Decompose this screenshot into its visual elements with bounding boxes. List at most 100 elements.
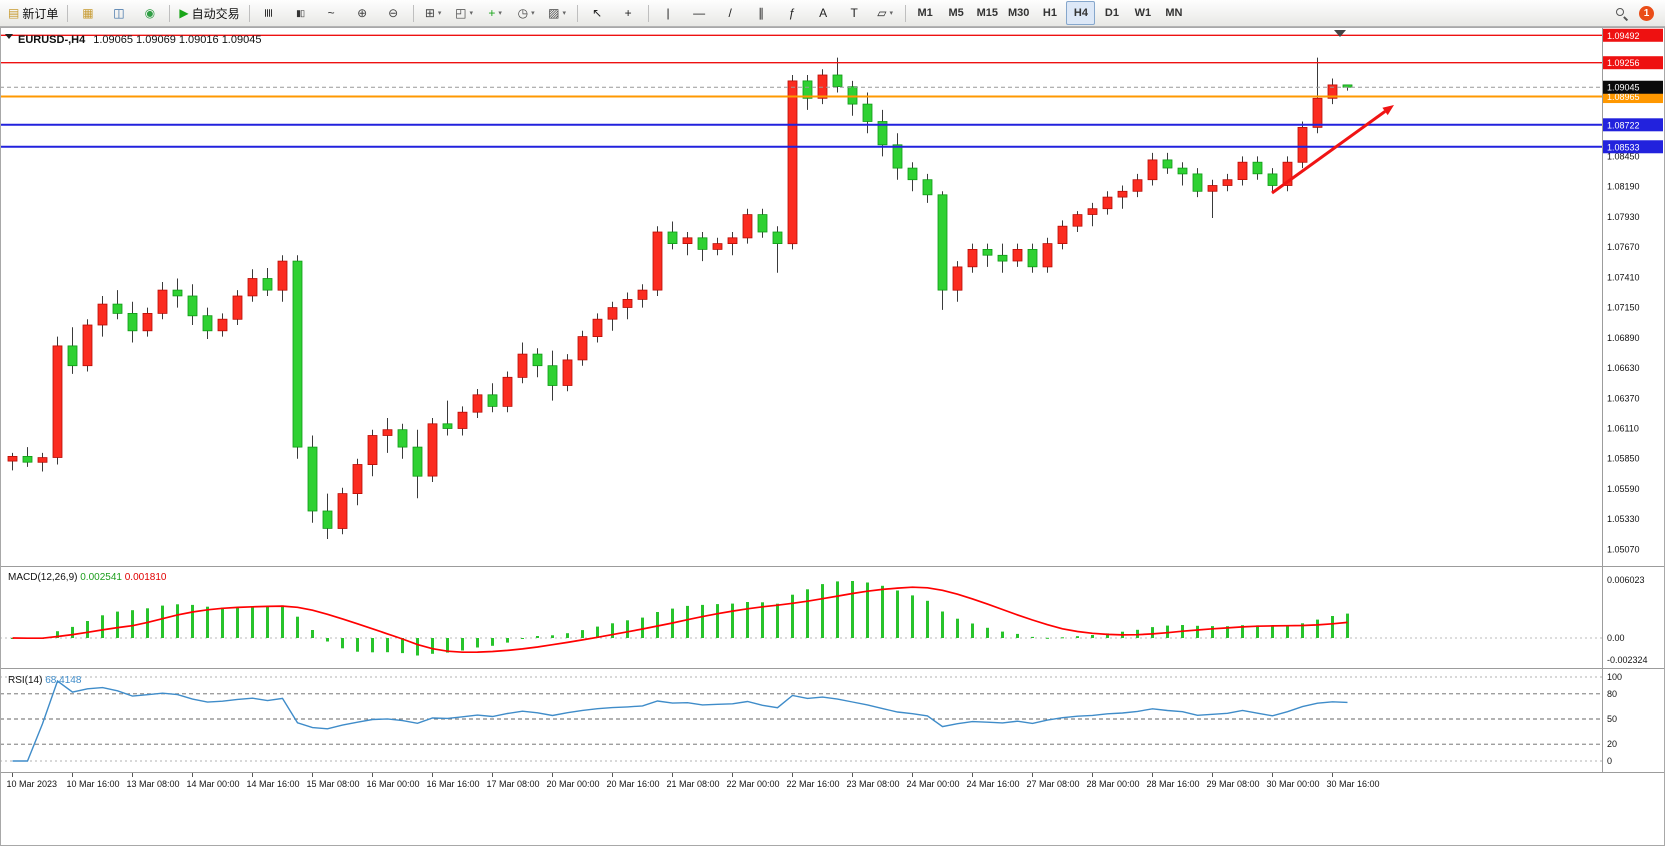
- candle-body: [232, 295, 243, 320]
- macd-histogram-bar: [281, 605, 284, 638]
- macd-axis-label: 0.006023: [1607, 575, 1645, 585]
- candle-body: [922, 179, 933, 196]
- shapes-button[interactable]: ▱ ▾: [871, 1, 900, 25]
- candle-body: [1117, 190, 1128, 198]
- zoom-in-button[interactable]: ⊕: [348, 1, 377, 25]
- timeframe-H1[interactable]: H1: [1035, 1, 1064, 25]
- time-axis-label: 14 Mar 16:00: [247, 779, 300, 789]
- vertical-line-button[interactable]: |: [654, 1, 683, 25]
- new-chart-button[interactable]: ⊞ ▾: [419, 1, 448, 25]
- candle-body: [202, 315, 213, 332]
- candle-body: [397, 429, 408, 448]
- horizontal-line-button[interactable]: —: [685, 1, 714, 25]
- channel-button[interactable]: ∥: [747, 1, 776, 25]
- macd-histogram-bar: [386, 638, 389, 653]
- profiles-button[interactable]: ◰ ▾: [450, 1, 479, 25]
- price-axis-label: 1.07410: [1607, 272, 1640, 282]
- price-axis-label: 1.05590: [1607, 484, 1640, 494]
- candle-body: [1267, 173, 1278, 186]
- candle-body: [937, 194, 948, 291]
- trendline-button[interactable]: /: [716, 1, 745, 25]
- trend-arrow-line[interactable]: [1271, 110, 1386, 195]
- market-watch-icon: ▦: [82, 6, 94, 20]
- line-chart-button[interactable]: ~: [317, 1, 346, 25]
- timeframe-MN[interactable]: MN: [1159, 1, 1188, 25]
- time-axis-label: 28 Mar 16:00: [1147, 779, 1200, 789]
- timeframe-M1[interactable]: M1: [911, 1, 940, 25]
- macd-histogram-bar: [836, 581, 839, 638]
- macd-histogram-bar: [746, 602, 749, 638]
- new-order-button[interactable]: ▤ 新订单: [4, 1, 62, 25]
- one-click-trading-toggle[interactable]: [5, 34, 13, 39]
- text-button[interactable]: A: [809, 1, 838, 25]
- market-watch-button[interactable]: ▦: [73, 1, 102, 25]
- macd-histogram-bar: [881, 585, 884, 638]
- chart-window[interactable]: 1.08450 1.08190 1.07930 1.07670 1.07410 1.071…: [0, 27, 1665, 846]
- price-axis-label: 1.06110: [1607, 423, 1639, 433]
- candle-body: [82, 324, 93, 367]
- trend-arrow-head[interactable]: [1382, 105, 1394, 116]
- macd-histogram-bar: [401, 638, 404, 654]
- candle-body: [637, 289, 648, 300]
- time-axis-label: 16 Mar 16:00: [427, 779, 480, 789]
- macd-histogram-bar: [1241, 625, 1244, 638]
- time-axis-label: 16 Mar 00:00: [367, 779, 420, 789]
- candle-body: [412, 446, 423, 477]
- fibonacci-button[interactable]: ƒ: [778, 1, 807, 25]
- macd-histogram-bar: [851, 581, 854, 638]
- text-label-button[interactable]: T: [840, 1, 869, 25]
- candle-body: [1297, 127, 1308, 163]
- macd-histogram-bar: [86, 621, 89, 638]
- navigator-button[interactable]: ◉: [135, 1, 164, 25]
- indicators-button[interactable]: + ▾: [481, 1, 510, 25]
- timeframe-MN-label: MN: [1165, 7, 1183, 19]
- timeframe-M15[interactable]: M15: [973, 1, 1002, 25]
- notification-badge[interactable]: 1: [1639, 5, 1654, 21]
- chart-shift-marker[interactable]: [1334, 30, 1346, 37]
- candle-body: [562, 359, 573, 386]
- auto-trading-button[interactable]: ▶ 自动交易: [175, 1, 243, 25]
- candle-body: [22, 455, 33, 463]
- crosshair-button[interactable]: +: [614, 1, 643, 25]
- time-axis-label: 21 Mar 08:00: [667, 779, 720, 789]
- candle-body: [982, 248, 993, 256]
- macd-histogram-bar: [1196, 625, 1199, 638]
- line-chart-icon: ~: [327, 6, 335, 20]
- candle-body: [817, 74, 828, 99]
- macd-histogram-bar: [116, 611, 119, 638]
- search-button[interactable]: [1607, 1, 1636, 25]
- zoom-out-button[interactable]: ⊖: [379, 1, 408, 25]
- period-button[interactable]: ◷ ▾: [512, 1, 541, 25]
- candle-body: [802, 80, 813, 99]
- candle-body: [37, 457, 48, 463]
- timeframe-M5-label: M5: [948, 7, 964, 19]
- timeframe-D1-label: D1: [1104, 7, 1119, 19]
- dropdown-caret-icon: ▾: [498, 10, 502, 17]
- candle-body: [322, 510, 333, 529]
- candle-body: [622, 298, 633, 308]
- macd-histogram-bar: [221, 607, 224, 638]
- timeframe-M30[interactable]: M30: [1004, 1, 1033, 25]
- candlestick-chart-icon: ▮▯: [296, 7, 305, 18]
- timeframe-M5[interactable]: M5: [942, 1, 971, 25]
- template-button[interactable]: ▨ ▾: [543, 1, 572, 25]
- candle-body: [577, 336, 588, 361]
- macd-histogram-bar: [431, 638, 434, 654]
- chart-background: [0, 27, 1665, 846]
- time-axis-label: 27 Mar 08:00: [1027, 779, 1080, 789]
- cursor-button[interactable]: ↖: [583, 1, 612, 25]
- new-order-icon: ▤: [8, 6, 20, 20]
- candle-body: [1027, 248, 1038, 268]
- candle-body: [1192, 173, 1203, 192]
- candlestick-chart-button[interactable]: ▮▯: [286, 1, 315, 25]
- clock-icon: ◷: [517, 6, 529, 20]
- bar-chart-button[interactable]: ≣: [255, 1, 284, 25]
- timeframe-H4[interactable]: H4: [1066, 1, 1096, 25]
- channel-icon: ∥: [758, 6, 765, 20]
- timeframe-W1[interactable]: W1: [1128, 1, 1157, 25]
- macd-histogram-bar: [1271, 626, 1274, 638]
- candle-body: [67, 345, 78, 367]
- data-window-button[interactable]: ◫: [104, 1, 133, 25]
- timeframe-D1[interactable]: D1: [1097, 1, 1126, 25]
- macd-histogram-bar: [911, 595, 914, 638]
